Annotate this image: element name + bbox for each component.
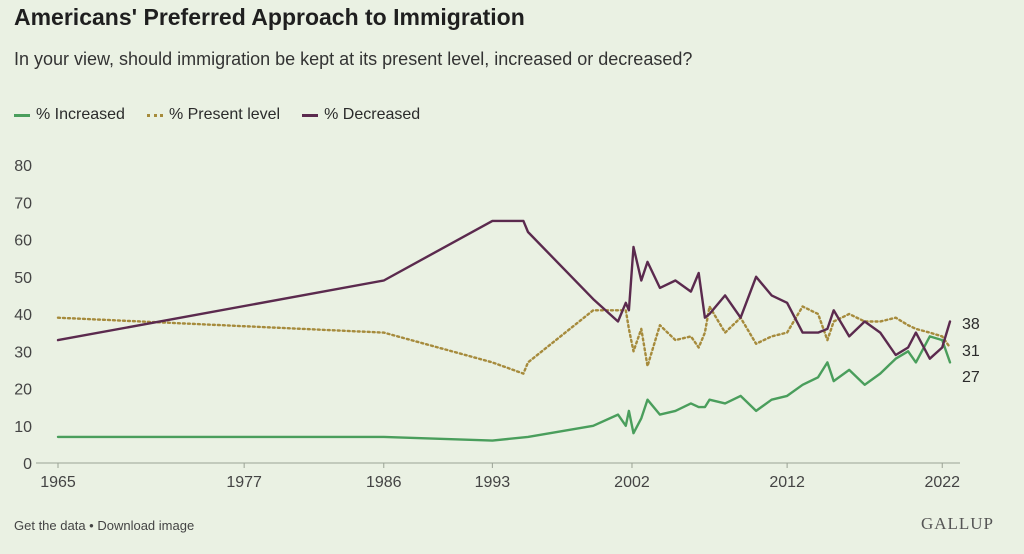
y-tick-label: 40 — [14, 307, 32, 324]
y-tick-label: 50 — [14, 270, 32, 287]
legend-swatch-present — [146, 113, 163, 117]
x-tick-label: 1986 — [366, 474, 402, 491]
y-tick-label: 60 — [14, 233, 32, 250]
x-tick-label: 2012 — [769, 474, 805, 491]
end-value-label: 38 — [962, 316, 980, 333]
end-value-label: 27 — [962, 369, 980, 386]
y-tick-label: 10 — [14, 419, 32, 436]
chart-title: Americans' Preferred Approach to Immigra… — [14, 4, 525, 30]
legend-label-increased: % Increased — [36, 106, 125, 123]
end-value-label: 31 — [962, 343, 980, 360]
legend-swatch-decreased — [302, 113, 319, 117]
series-line-present-level — [56, 305, 952, 375]
legend-label-present: % Present level — [168, 106, 281, 123]
legend-item-decreased: % Decreased — [302, 106, 420, 124]
y-tick-label: 80 — [14, 158, 32, 175]
y-tick-label: 70 — [14, 195, 32, 212]
y-tick-label: 20 — [14, 382, 32, 399]
series-line-decreased — [56, 219, 952, 360]
y-tick-label: 0 — [23, 456, 32, 473]
x-tick-label: 1977 — [226, 474, 262, 491]
y-tick-label: 30 — [14, 344, 32, 361]
footer-separator: • — [85, 518, 98, 533]
x-tick-label: 1965 — [40, 474, 76, 491]
chart-subtitle: In your view, should immigration be kept… — [14, 49, 693, 69]
series-line-increased — [56, 335, 952, 442]
x-tick-label: 2002 — [614, 474, 650, 491]
chart-legend: % Increased % Present level % Decreased — [14, 106, 420, 124]
gallup-logo: GALLUP — [920, 514, 994, 533]
x-tick-label: 1993 — [475, 474, 511, 491]
legend-item-increased: % Increased — [14, 106, 125, 124]
get-data-link[interactable]: Get the data — [14, 518, 86, 533]
chart-footer: Get the data • Download image — [14, 518, 194, 533]
legend-label-decreased: % Decreased — [324, 106, 421, 123]
legend-swatch-increased — [14, 113, 30, 117]
legend-item-present: % Present level — [146, 106, 281, 124]
download-image-link[interactable]: Download image — [97, 518, 195, 533]
x-tick-label: 2022 — [924, 474, 960, 491]
